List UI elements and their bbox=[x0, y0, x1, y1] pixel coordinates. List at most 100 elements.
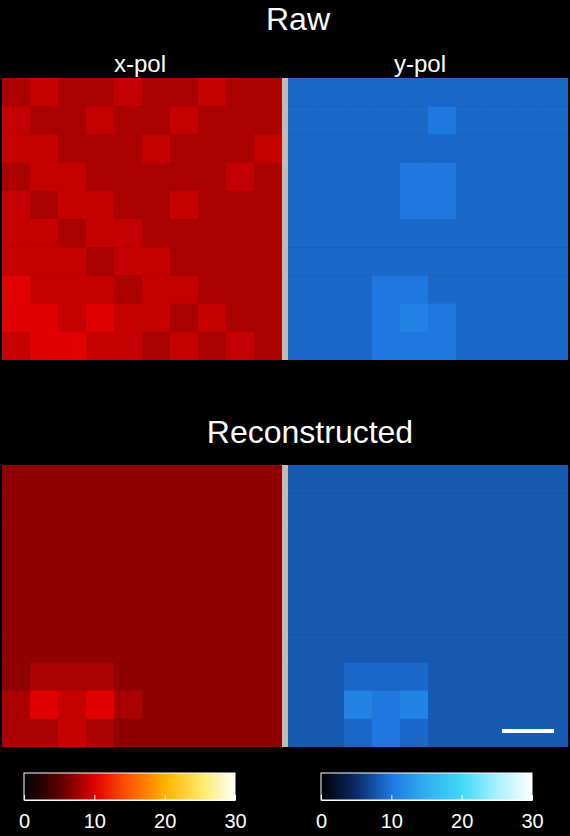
heatmap-cell bbox=[58, 550, 87, 579]
heatmap-cell bbox=[540, 521, 568, 550]
heatmap-cell bbox=[142, 219, 171, 248]
heatmap-cell bbox=[428, 465, 457, 494]
heatmap-cell bbox=[428, 106, 457, 135]
heatmap-cell bbox=[86, 521, 115, 550]
heatmap-cell bbox=[254, 163, 282, 192]
heatmap-cell bbox=[30, 275, 59, 304]
heatmap-cell bbox=[198, 578, 227, 607]
tick-label: 20 bbox=[154, 810, 176, 832]
heatmap-cell bbox=[484, 550, 513, 579]
heatmap-cell bbox=[86, 134, 115, 163]
heatmap-cell bbox=[30, 719, 59, 747]
heatmap-cell bbox=[456, 634, 485, 663]
heatmap-cell bbox=[400, 550, 429, 579]
heatmap-cell bbox=[2, 634, 31, 663]
heatmap-cell bbox=[456, 662, 485, 691]
heatmap-cell bbox=[142, 332, 171, 360]
heatmap-cell bbox=[254, 247, 282, 276]
heatmap-cell bbox=[170, 691, 199, 720]
heatmap-cell bbox=[2, 219, 31, 248]
heatmap-cell bbox=[2, 106, 31, 135]
heatmap-cell bbox=[198, 332, 227, 360]
heatmap-cell bbox=[226, 106, 255, 135]
tick: 10 bbox=[84, 795, 106, 832]
heatmap-cell bbox=[254, 78, 282, 107]
heatmap-cell bbox=[142, 493, 171, 522]
heatmap-cell bbox=[114, 106, 143, 135]
heatmap-cell bbox=[344, 521, 373, 550]
heatmap-cell bbox=[400, 719, 429, 747]
heatmap-cell bbox=[512, 78, 541, 107]
heatmap-cell bbox=[226, 634, 255, 663]
heatmap-cell bbox=[484, 247, 513, 276]
colorbar bbox=[321, 773, 532, 800]
heatmap-cell bbox=[540, 106, 568, 135]
heatmap-cell bbox=[142, 550, 171, 579]
heatmap-cell bbox=[540, 606, 568, 635]
heatmap-cell bbox=[372, 304, 401, 333]
heatmap-cell bbox=[428, 550, 457, 579]
heatmap-cell bbox=[226, 275, 255, 304]
heatmap-cell bbox=[540, 163, 568, 192]
heatmap-cell bbox=[2, 550, 31, 579]
heatmap-cell bbox=[512, 163, 541, 192]
heatmap-cell bbox=[456, 191, 485, 220]
separator bbox=[282, 78, 288, 360]
heatmap-cell bbox=[372, 332, 401, 360]
heatmap-cell bbox=[512, 691, 541, 720]
heatmap bbox=[288, 465, 568, 747]
heatmap-cell bbox=[484, 332, 513, 360]
heatmap-cell bbox=[456, 719, 485, 747]
heatmap-cell bbox=[58, 719, 87, 747]
heatmap-cell bbox=[400, 578, 429, 607]
heatmap-cell bbox=[400, 634, 429, 663]
heatmap-cell bbox=[170, 606, 199, 635]
heatmap-cell bbox=[316, 134, 345, 163]
heatmap-cell bbox=[344, 78, 373, 107]
heatmap-cell bbox=[30, 247, 59, 276]
tick: 0 bbox=[316, 795, 327, 832]
heatmap-cell bbox=[226, 191, 255, 220]
heatmap-cell bbox=[428, 219, 457, 248]
heatmap-cell bbox=[428, 719, 457, 747]
heatmap-cell bbox=[456, 78, 485, 107]
heatmap-cell bbox=[344, 304, 373, 333]
heatmap-cell bbox=[316, 247, 345, 276]
heatmap-cell bbox=[316, 719, 345, 747]
tick: 30 bbox=[224, 795, 246, 832]
heatmap-cell bbox=[428, 134, 457, 163]
heatmap-cell bbox=[484, 493, 513, 522]
heatmap-cell bbox=[170, 219, 199, 248]
heatmap-cell bbox=[428, 247, 457, 276]
heatmap-cell bbox=[372, 634, 401, 663]
heatmap-cell bbox=[198, 719, 227, 747]
heatmap-cell bbox=[316, 550, 345, 579]
heatmap-cell bbox=[86, 550, 115, 579]
heatmap-cell bbox=[198, 634, 227, 663]
heatmap-cell bbox=[170, 719, 199, 747]
heatmap-cell bbox=[58, 219, 87, 248]
heatmap-cell bbox=[58, 191, 87, 220]
heatmap-cell bbox=[484, 465, 513, 494]
heatmap-cell bbox=[114, 634, 143, 663]
heatmap-cell bbox=[484, 191, 513, 220]
heatmap-cell bbox=[114, 304, 143, 333]
tick-label: 0 bbox=[316, 810, 327, 832]
heatmap-cell bbox=[316, 304, 345, 333]
heatmap-cell bbox=[86, 304, 115, 333]
heatmap-cell bbox=[456, 275, 485, 304]
heatmap-cell bbox=[540, 578, 568, 607]
heatmap-cell bbox=[484, 634, 513, 663]
heatmap-cell bbox=[2, 134, 31, 163]
heatmap-cell bbox=[344, 163, 373, 192]
heatmap-cell bbox=[254, 134, 282, 163]
heatmap-cell bbox=[288, 691, 317, 720]
heatmap-cell bbox=[30, 578, 59, 607]
tick-mark bbox=[165, 795, 166, 800]
heatmap-cell bbox=[86, 662, 115, 691]
heatmap-cell bbox=[198, 465, 227, 494]
heatmap-cell bbox=[344, 493, 373, 522]
heatmap-cell bbox=[456, 163, 485, 192]
heatmap-cell bbox=[170, 78, 199, 107]
heatmap-cell bbox=[344, 550, 373, 579]
